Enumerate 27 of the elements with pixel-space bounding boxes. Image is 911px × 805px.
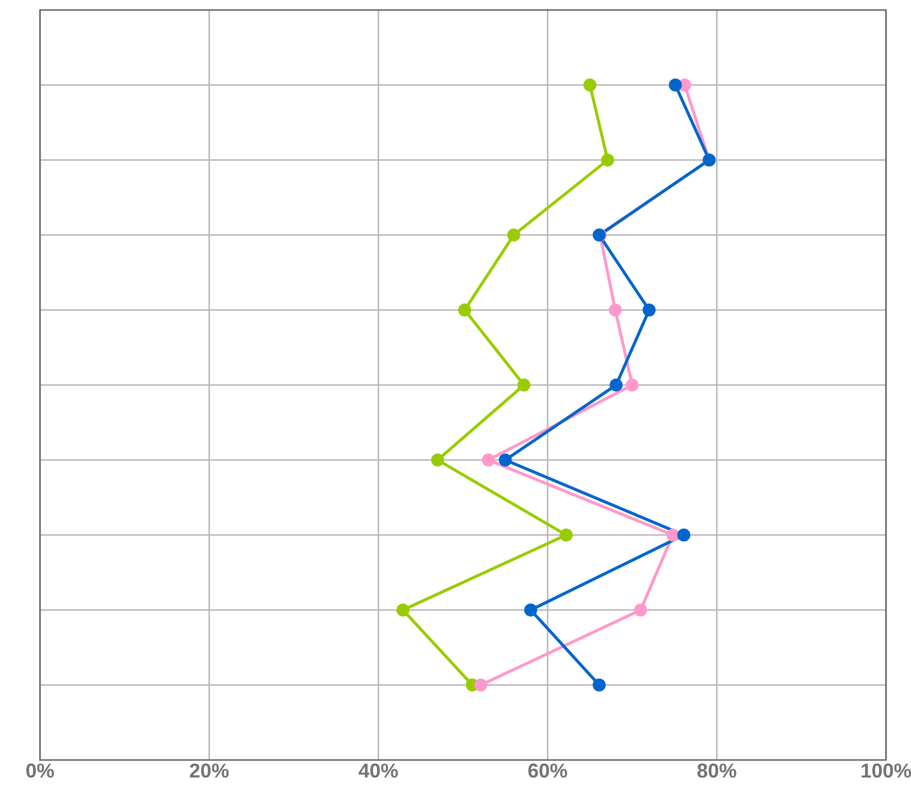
point [642,303,656,316]
point [431,453,444,466]
point [560,528,573,542]
point [583,78,596,92]
x-tick-label: 0% [26,764,54,778]
point [666,528,680,542]
point [482,453,495,466]
point [677,528,690,542]
x-tick-label: 40% [358,764,398,778]
x-tick-label: 80% [697,764,736,778]
x-tick-label: 60% [528,764,568,778]
point [634,603,648,616]
x-tick-label: 100% [862,764,911,778]
point [668,78,682,92]
point [610,378,623,392]
point [396,603,410,616]
x-tick-label: 20% [190,764,229,778]
point [474,678,488,692]
point [626,378,639,392]
point [601,153,614,166]
point [517,378,530,392]
point [524,603,538,616]
point [608,303,622,316]
point [498,453,512,466]
point [592,678,606,692]
point [507,228,520,242]
point [458,303,472,316]
